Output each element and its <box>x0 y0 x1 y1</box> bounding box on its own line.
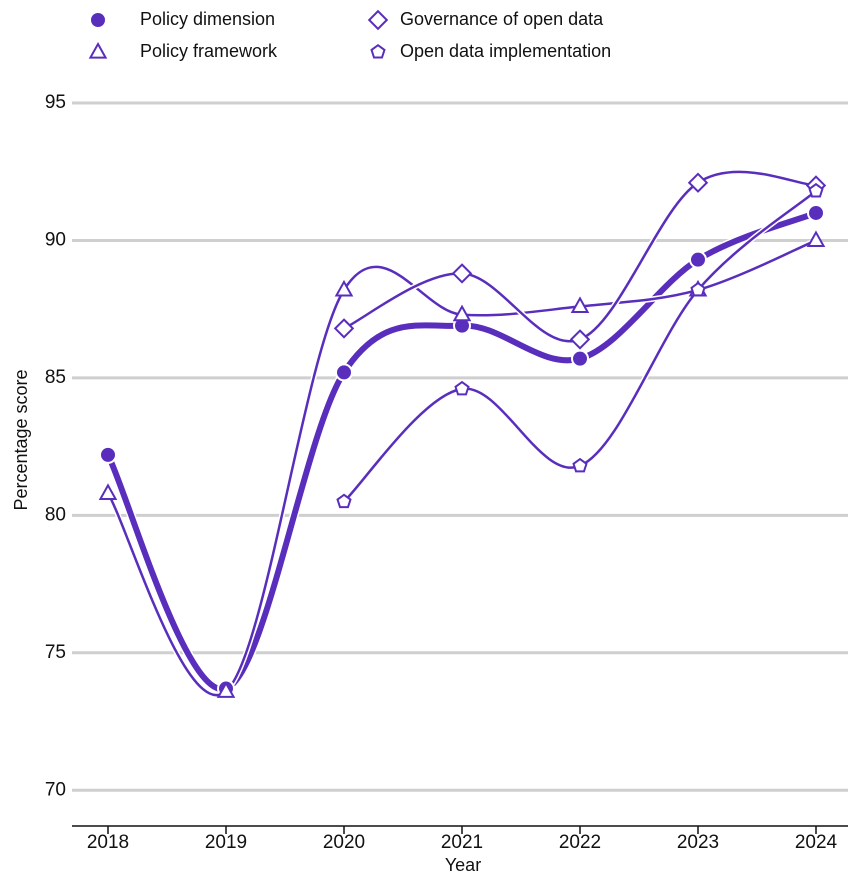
legend-marker <box>370 43 386 59</box>
markers <box>98 172 827 698</box>
legend-label: Policy dimension <box>140 9 275 29</box>
data-point <box>216 681 236 698</box>
y-tick-label: 80 <box>45 504 66 525</box>
data-point <box>808 182 824 198</box>
data-point <box>687 172 709 193</box>
data-point <box>334 279 354 297</box>
data-point <box>570 296 590 314</box>
x-tick-label: 2021 <box>441 832 483 853</box>
axes: Year Percentage score 70 75 80 85 90 95 2018 20… <box>11 92 848 875</box>
y-tick-label: 85 <box>45 367 66 388</box>
lines <box>103 169 821 698</box>
x-axis-label: Year <box>445 855 481 875</box>
series-line <box>342 170 818 343</box>
data-point <box>572 457 588 473</box>
data-point <box>336 493 352 509</box>
legend-label: Governance of open data <box>400 9 604 29</box>
series-line <box>106 239 818 697</box>
y-tick-label: 95 <box>45 92 66 113</box>
series-line <box>105 209 819 692</box>
data-point <box>99 445 117 464</box>
data-point <box>452 304 472 322</box>
x-tick-label: 2018 <box>87 832 129 853</box>
data-point <box>98 483 118 500</box>
line-halo <box>341 169 819 345</box>
data-point <box>335 363 353 382</box>
x-tick-label: 2024 <box>795 832 838 853</box>
data-point <box>807 203 825 222</box>
x-tick-label: 2019 <box>205 832 247 853</box>
legend-marker <box>89 11 107 29</box>
x-tick-label: 2020 <box>323 832 365 853</box>
data-point <box>690 281 706 297</box>
data-point <box>569 329 591 350</box>
data-point <box>451 263 473 284</box>
y-axis-label: Percentage score <box>11 369 31 510</box>
legend-marker <box>367 9 389 31</box>
legend-label: Policy framework <box>140 41 278 61</box>
x-tick-label: 2022 <box>559 832 601 853</box>
y-tick-label: 70 <box>45 779 66 800</box>
grid <box>72 101 848 792</box>
data-point <box>571 349 589 368</box>
data-point <box>333 318 355 339</box>
x-tick-label: 2023 <box>677 832 719 853</box>
data-point <box>689 250 707 269</box>
data-point <box>806 230 826 248</box>
y-tick-label: 90 <box>45 229 66 250</box>
data-point <box>454 380 470 396</box>
legend-marker <box>88 41 108 59</box>
y-tick-label: 75 <box>45 642 66 663</box>
legend-label: Open data implementation <box>400 41 611 61</box>
legend: Policy dimension Policy framework Governan… <box>88 9 611 61</box>
